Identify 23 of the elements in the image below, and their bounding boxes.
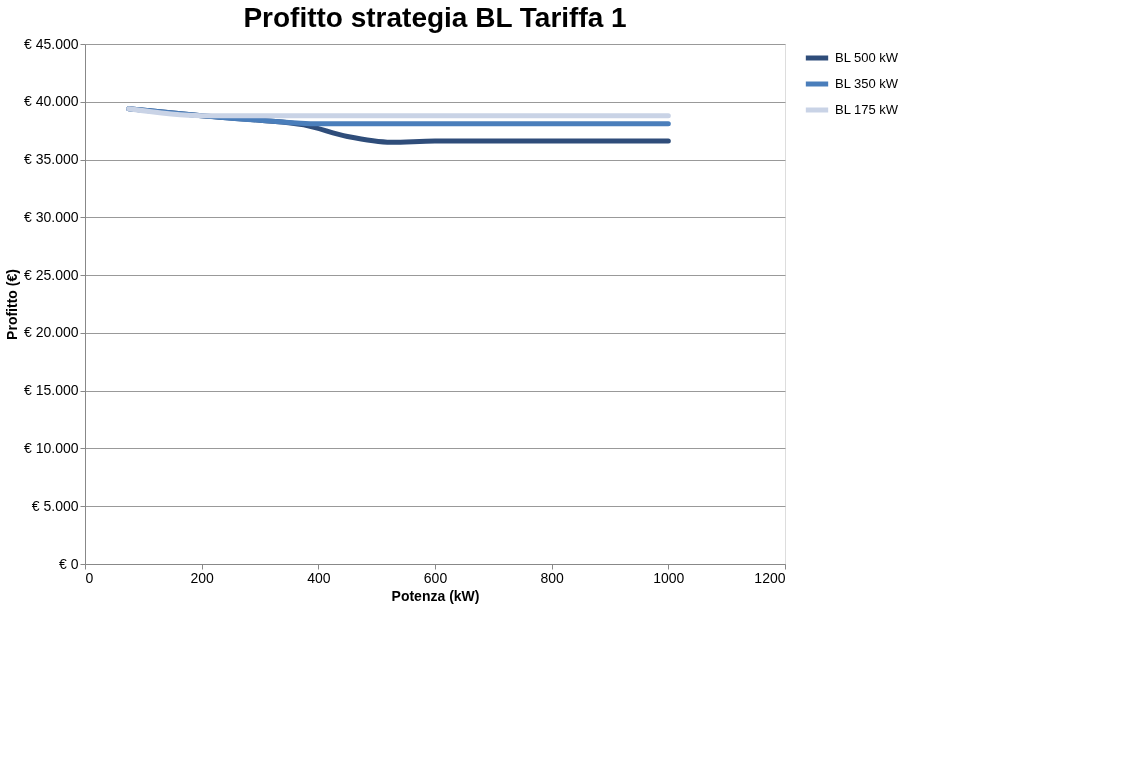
legend-label: BL 175 kW — [835, 102, 899, 117]
y-axis-title: Profitto (€) — [4, 269, 20, 340]
y-tick-label: € 25.000 — [24, 266, 79, 283]
y-tick-label: € 20.000 — [24, 324, 79, 341]
y-tick-label: € 30.000 — [24, 208, 79, 225]
x-tick-label: 1000 — [653, 569, 685, 586]
y-tick-label: € 35.000 — [24, 151, 79, 168]
y-tick-label: € 40.000 — [24, 93, 79, 110]
legend-label: BL 350 kW — [835, 76, 899, 91]
y-tick-label: € 10.000 — [24, 439, 79, 456]
legend-label: BL 500 kW — [835, 50, 899, 65]
x-axis-title: Potenza (kW) — [391, 587, 480, 604]
x-tick-label: 0 — [85, 569, 94, 586]
x-tick-label: 800 — [540, 569, 565, 586]
y-tick-label: € 15.000 — [24, 382, 79, 399]
x-tick-label: 1200 — [754, 569, 786, 586]
x-tick-label: 600 — [423, 569, 448, 586]
y-tick-label: € 45.000 — [24, 35, 79, 52]
y-tick-label: € 0 — [59, 555, 79, 572]
y-tick-label: € 5.000 — [31, 497, 79, 514]
x-tick-label: 200 — [190, 569, 215, 586]
chart-title: Profitto strategia BL Tariffa 1 — [243, 2, 627, 33]
x-tick-label: 400 — [307, 569, 331, 586]
